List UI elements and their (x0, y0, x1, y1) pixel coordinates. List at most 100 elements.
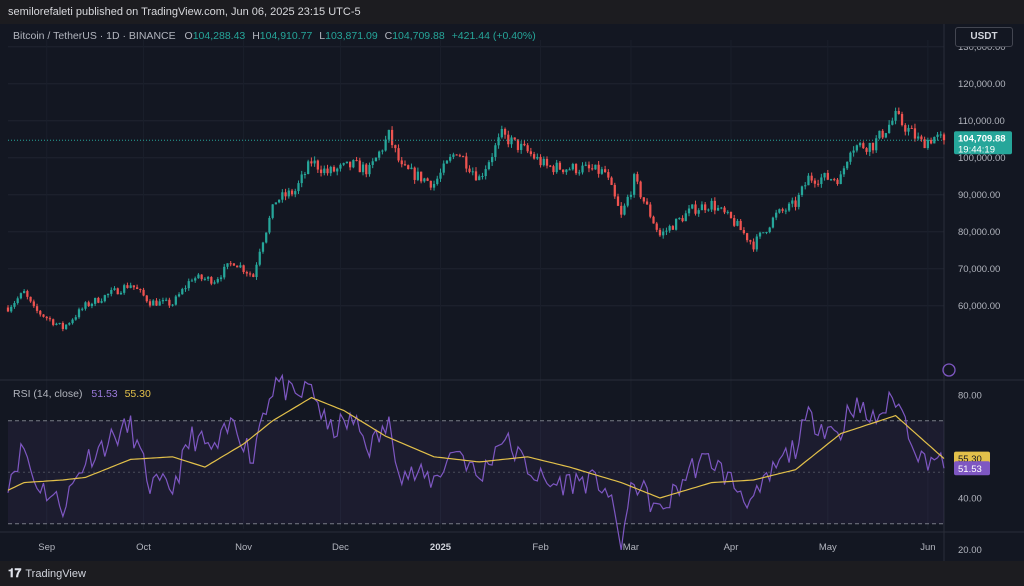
candle-body (733, 218, 736, 226)
price-tick-label: 90,000.00 (958, 190, 1000, 201)
candle-body (758, 232, 762, 237)
candle-body (868, 142, 871, 152)
candle-body (545, 158, 549, 166)
candle-body (723, 207, 726, 213)
currency-button[interactable]: USDT (955, 27, 1013, 47)
candle-body (229, 263, 232, 265)
price-tick-label: 70,000.00 (958, 264, 1000, 275)
candle-body (129, 285, 132, 288)
candle-body (565, 169, 568, 173)
candle-body (755, 236, 758, 250)
candle-body (897, 110, 900, 114)
candle-body (933, 136, 936, 144)
candle-body (742, 230, 746, 234)
candle-body (13, 302, 16, 307)
candle-body (668, 226, 671, 231)
candle-body (58, 322, 61, 324)
candle-body (145, 295, 148, 302)
candle-body (161, 300, 165, 302)
candle-body (620, 205, 623, 215)
candle-body (400, 160, 403, 165)
candle-body (836, 179, 839, 185)
alert-icon (942, 363, 956, 377)
candle-body (116, 288, 119, 295)
candle-body (326, 168, 329, 174)
brand-name: TradingView (25, 567, 86, 580)
candle-body (94, 297, 97, 304)
rsi-tick-label: 20.00 (958, 545, 982, 556)
time-tick-label: Nov (235, 542, 252, 553)
candle-body (29, 296, 32, 302)
candle-body (126, 285, 129, 288)
candle-body (297, 183, 300, 192)
candle-body (449, 156, 452, 161)
candle-body (239, 265, 242, 268)
candle-body (555, 162, 558, 173)
low-value: 103,871.09 (325, 30, 378, 42)
candle-body (552, 166, 555, 173)
candle-body (529, 151, 532, 155)
candle-body (35, 306, 39, 311)
candle-body (700, 204, 704, 211)
candle-body (345, 161, 349, 164)
candle-body (110, 289, 113, 294)
candle-body (833, 179, 836, 181)
candle-body (910, 127, 913, 129)
tradingview-brand[interactable]: 𝟏𝟕 TradingView (8, 566, 86, 581)
candle-body (277, 199, 281, 203)
candle-body (810, 175, 813, 181)
candle-body (629, 194, 633, 197)
candle-body (48, 318, 52, 320)
candle-body (697, 210, 700, 214)
candle-body (936, 134, 939, 137)
candle-body (639, 181, 642, 198)
time-tick-label: Apr (724, 542, 739, 553)
candle-body (113, 288, 116, 290)
candle-body (487, 162, 491, 170)
candle-body (281, 192, 284, 200)
candle-body (226, 263, 229, 267)
candle-body (878, 130, 881, 139)
price-axis: 60,000.00 70,000.00 80,000.00 90,000.00 100,… (958, 42, 1006, 556)
rsi-tick-label: 40.00 (958, 494, 982, 505)
candle-body (678, 218, 681, 220)
candle-body (813, 180, 817, 184)
candle-body (310, 161, 313, 164)
candle-body (626, 196, 629, 206)
candle-body (652, 216, 655, 224)
candle-body (749, 240, 752, 242)
candles (6, 107, 946, 332)
candle-body (378, 151, 381, 158)
candle-body (148, 301, 152, 306)
candle-body (616, 196, 620, 206)
candle-body (752, 241, 755, 250)
candle-body (87, 302, 90, 307)
candle-body (768, 227, 771, 233)
candle-body (206, 277, 210, 279)
chart-canvas[interactable]: 60,000.00 70,000.00 80,000.00 90,000.00 100,… (0, 24, 1024, 561)
candle-body (926, 139, 929, 149)
high-label: H (252, 30, 260, 42)
last-price-value: 104,709.88 (958, 133, 1006, 144)
rsi-lines (7, 373, 945, 551)
candle-body (920, 136, 923, 140)
rsi-legend: RSI (14, close) 51.53 55.30 (13, 388, 151, 400)
candle-body (468, 168, 471, 172)
candle-body (707, 209, 710, 211)
candle-body (55, 323, 58, 325)
candle-body (361, 164, 365, 173)
candle-body (255, 264, 258, 278)
candle-body (474, 171, 478, 181)
candle-body (203, 278, 207, 280)
candle-body (826, 172, 829, 180)
candle-body (84, 302, 87, 309)
candle-body (691, 204, 694, 209)
change-value: +421.44 (+0.40%) (451, 30, 536, 42)
candle-body (681, 218, 684, 222)
candle-body (787, 203, 791, 211)
candle-body (881, 130, 884, 138)
candle-body (461, 156, 465, 158)
candle-body (536, 156, 539, 159)
candle-body (671, 226, 675, 230)
candle-body (939, 134, 942, 136)
